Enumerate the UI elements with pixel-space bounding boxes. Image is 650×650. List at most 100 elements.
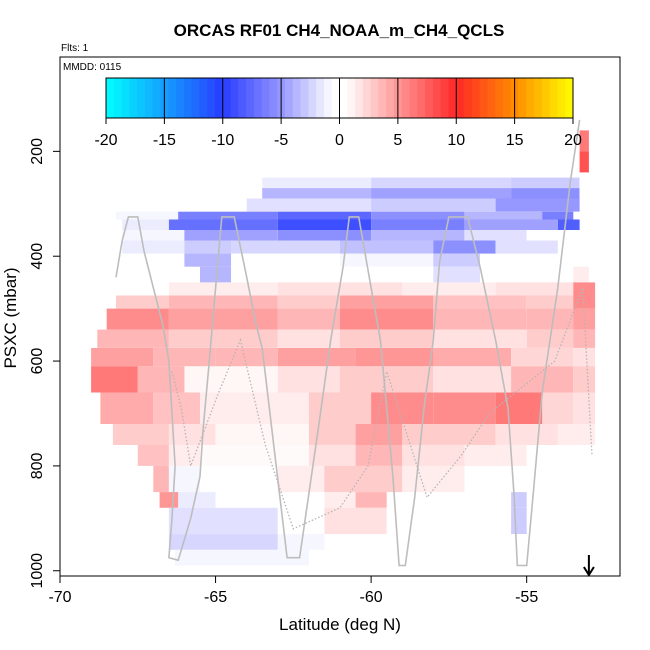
heatmap-cell bbox=[247, 199, 371, 212]
heatmap-cell bbox=[231, 254, 340, 267]
chart-canvas: ORCAS RF01 CH4_NOAA_m_CH4_QCLS Flts: 1 M… bbox=[0, 0, 650, 650]
heatmap-cell bbox=[527, 309, 574, 330]
colorbar-cell bbox=[129, 78, 137, 118]
colorbar-cell bbox=[565, 78, 573, 118]
heatmap-cell bbox=[138, 445, 169, 466]
heatmap-cell bbox=[511, 508, 527, 534]
heatmap-cell bbox=[433, 296, 526, 309]
heatmap-cell bbox=[542, 393, 573, 425]
heatmap-cell bbox=[278, 230, 371, 241]
heatmap-cell bbox=[371, 212, 464, 220]
heatmap-cell bbox=[231, 241, 340, 254]
colorbar-cell bbox=[285, 78, 293, 118]
colorbar-cell bbox=[199, 78, 207, 118]
y-axis: 200 400 600 800 1000 bbox=[29, 138, 60, 589]
colorbar-cell bbox=[246, 78, 254, 118]
colorbar-cell bbox=[534, 78, 542, 118]
heatmap-cell bbox=[169, 296, 278, 309]
heatmap-cell bbox=[184, 254, 231, 267]
colorbar-cell bbox=[293, 78, 301, 118]
colorbar-cell bbox=[519, 78, 527, 118]
colorbar-cell bbox=[557, 78, 565, 118]
heatmap-cell bbox=[433, 330, 526, 348]
heatmap-cell bbox=[511, 348, 573, 366]
colorbar: -20 -15 -10 -5 0 5 10 15 20 bbox=[94, 78, 582, 149]
heatmap-cell bbox=[278, 296, 340, 309]
colorbar-tick-label: 15 bbox=[506, 132, 524, 149]
flights-label: Flts: 1 bbox=[61, 43, 89, 54]
x-tick-label: -65 bbox=[204, 589, 227, 606]
colorbar-cell bbox=[114, 78, 122, 118]
colorbar-cell bbox=[324, 78, 332, 118]
heatmap-cell bbox=[278, 508, 325, 534]
colorbar-cell bbox=[441, 78, 449, 118]
heatmap-cell bbox=[278, 348, 356, 366]
heatmap-cell bbox=[433, 366, 511, 392]
colorbar-tick-label: 5 bbox=[393, 132, 402, 149]
colorbar-cell bbox=[456, 78, 464, 118]
colorbar-cell bbox=[122, 78, 130, 118]
heatmap-cell bbox=[542, 212, 573, 220]
heatmap-cell bbox=[169, 220, 278, 231]
colorbar-cell bbox=[153, 78, 161, 118]
x-tick-label: -70 bbox=[48, 589, 71, 606]
heatmap-cell bbox=[278, 220, 371, 231]
colorbar-cell bbox=[526, 78, 534, 118]
heatmap-cell bbox=[169, 424, 216, 445]
colorbar-cell bbox=[417, 78, 425, 118]
heatmap-cell bbox=[309, 550, 340, 566]
colorbar-cell bbox=[371, 78, 379, 118]
heatmap-cell bbox=[573, 282, 595, 295]
heatmap-cell bbox=[122, 220, 169, 231]
heatmap-cell bbox=[340, 241, 433, 254]
colorbar-cell bbox=[480, 78, 488, 118]
heatmap-cell bbox=[278, 309, 340, 330]
colorbar-tick-label: 0 bbox=[335, 132, 344, 149]
heatmap-cell bbox=[122, 241, 184, 254]
colorbar-tick-label: 20 bbox=[564, 132, 582, 149]
colorbar-cell bbox=[176, 78, 184, 118]
colorbar-cell bbox=[542, 78, 550, 118]
colorbar-tick-label: -20 bbox=[94, 132, 117, 149]
heatmap-cell bbox=[324, 508, 386, 534]
heatmap-cell bbox=[340, 267, 433, 283]
colorbar-cell bbox=[316, 78, 324, 118]
heatmap-cell bbox=[340, 296, 433, 309]
colorbar-cell bbox=[238, 78, 246, 118]
heatmap-cell bbox=[200, 445, 309, 466]
x-tick-label: -60 bbox=[360, 589, 383, 606]
heatmap-cell bbox=[340, 254, 433, 267]
heatmap-cell bbox=[573, 348, 595, 366]
heatmap-cell bbox=[356, 348, 434, 366]
heatmap-cell bbox=[169, 282, 278, 295]
heatmap-cell bbox=[116, 212, 178, 220]
heatmap-cell bbox=[340, 309, 433, 330]
colorbar-tick-label: -15 bbox=[153, 132, 176, 149]
heatmap-cell bbox=[113, 424, 169, 445]
heatmap-cell bbox=[371, 199, 495, 212]
heatmap-cell bbox=[200, 393, 309, 425]
colorbar-cell bbox=[106, 78, 114, 118]
colorbar-cell bbox=[363, 78, 371, 118]
y-tick-label: 800 bbox=[29, 452, 46, 479]
heatmap-cell bbox=[433, 393, 495, 425]
heatmap-cell bbox=[356, 424, 403, 445]
heatmap-cell bbox=[91, 348, 153, 366]
heatmap-cell bbox=[324, 492, 355, 508]
heatmap-cell bbox=[122, 230, 184, 241]
colorbar-cell bbox=[254, 78, 262, 118]
heatmap-cell bbox=[433, 309, 526, 330]
heatmap-cell bbox=[573, 309, 595, 330]
colorbar-cell bbox=[223, 78, 231, 118]
heatmap-cell bbox=[527, 296, 574, 309]
heatmap-cell bbox=[153, 466, 169, 492]
heatmap-cell bbox=[91, 366, 138, 392]
x-axis: -70 -65 -60 -55 bbox=[48, 576, 538, 606]
heatmap-cell bbox=[371, 178, 511, 189]
y-tick-label: 600 bbox=[29, 348, 46, 375]
colorbar-cell bbox=[301, 78, 309, 118]
colorbar-cell bbox=[184, 78, 192, 118]
colorbar-cell bbox=[308, 78, 316, 118]
heatmap-cell bbox=[371, 188, 511, 199]
heatmap-cell bbox=[184, 366, 277, 392]
